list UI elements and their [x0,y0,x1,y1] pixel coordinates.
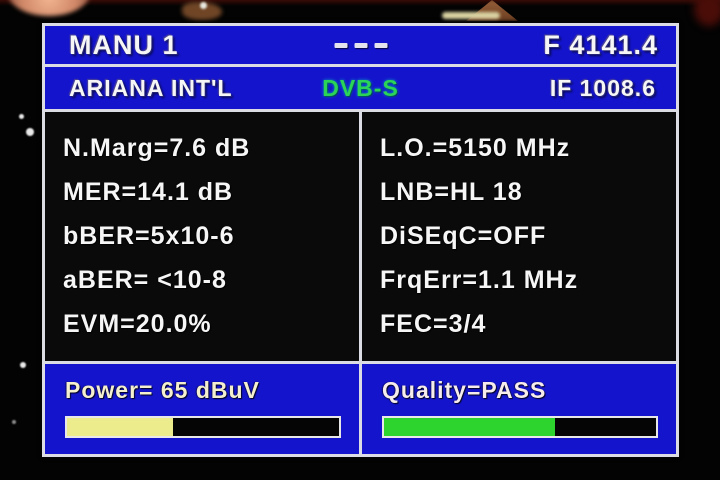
noise-margin-readout: N.Marg=7.6 dB [63,134,251,162]
triple-dash-icon [334,42,387,48]
background-moon-blob [8,0,90,16]
signal-standard-badge: DVB-S [322,74,399,101]
measurements-right-column: L.O.=5150 MHz LNB=HL 18 DiSEqC=OFF FrqEr… [362,112,676,361]
quality-bar-fill [384,418,556,436]
measurements-panel: N.Marg=7.6 dB MER=14.1 dB bBER=5x10-6 aB… [45,112,676,361]
header-row: MANU 1 F 4141.4 [45,26,676,64]
quality-bar [382,416,658,438]
background-star [26,128,34,136]
measurements-left-column: N.Marg=7.6 dB MER=14.1 dB bBER=5x10-6 aB… [45,112,359,361]
bber-readout: bBER=5x10-6 [63,222,235,250]
power-gauge-panel: Power= 65 dBuV [45,364,359,454]
background-star [12,420,16,424]
background-red-band [0,0,720,6]
power-bar-fill [67,418,174,436]
lo-frequency-readout: L.O.=5150 MHz [380,134,571,162]
lnb-readout: LNB=HL 18 [380,178,523,206]
aber-readout: aBER= <10-8 [63,266,227,294]
power-bar [65,416,341,438]
mer-readout: MER=14.1 dB [63,178,234,206]
gauges-row: Power= 65 dBuV Quality=PASS [45,364,676,454]
quality-readout: Quality=PASS [382,377,547,403]
background-light-streak [442,12,500,19]
fec-readout: FEC=3/4 [380,310,487,338]
signal-meter-osd-panel: MANU 1 F 4141.4 ARIANA INT'L DVB-S IF 10… [42,23,679,457]
if-frequency-readout: IF 1008.6 [549,74,656,101]
evm-readout: EVM=20.0% [63,310,212,338]
quality-gauge-panel: Quality=PASS [362,364,676,454]
background-brown-blob [182,2,222,20]
background-star [20,362,26,368]
background-star [19,114,24,119]
background-white-dot [200,2,207,9]
frequency-error-readout: FrqErr=1.1 MHz [380,266,579,294]
frequency-readout: F 4141.4 [543,29,658,60]
memory-name: MANU 1 [69,29,179,60]
subheader-row: ARIANA INT'L DVB-S IF 1008.6 [45,67,676,109]
diseqc-readout: DiSEqC=OFF [380,222,547,250]
power-readout: Power= 65 dBuV [65,377,260,403]
background-red-corner-blob [694,0,720,26]
channel-name: ARIANA INT'L [69,74,233,101]
